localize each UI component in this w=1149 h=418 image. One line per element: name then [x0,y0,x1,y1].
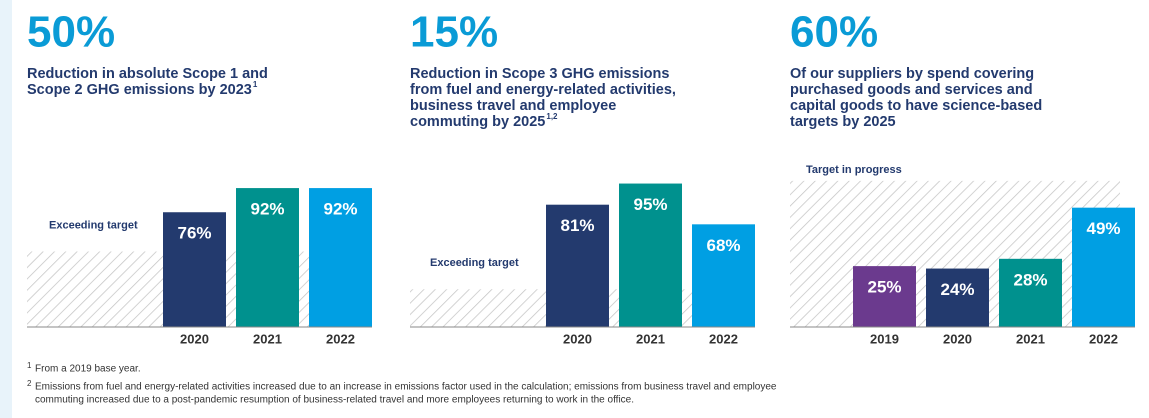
category-label: 2022 [709,331,738,346]
value-label: 92% [323,200,357,219]
target-label: Exceeding target [430,257,519,269]
description: capital goods to have science-based [790,98,1042,114]
bar [926,268,989,327]
bar [853,266,916,327]
description: purchased goods and services and [790,82,1033,98]
superscript: 1 [253,80,258,89]
value-label: 49% [1086,219,1120,238]
category-label: 2021 [636,331,665,346]
category-label: 2022 [1089,331,1118,346]
value-label: 92% [250,200,284,219]
target-label: Target in progress [806,164,902,176]
footnote-mark: 2 [27,379,32,388]
bar [546,204,609,327]
category-label: 2021 [253,331,282,346]
footnote-mark: 1 [27,361,32,370]
bar [692,224,755,327]
description: targets by 2025 [790,114,896,130]
description: business travel and employee [410,98,616,114]
target-label: Exceeding target [49,219,138,231]
value-label: 28% [1013,270,1047,289]
description: from fuel and energy-related activities, [410,82,676,98]
value-label: 76% [177,224,211,243]
bar [999,258,1062,327]
superscript: 1,2 [546,112,558,121]
value-label: 24% [940,280,974,299]
footnote: From a 2019 base year. [35,364,141,375]
category-label: 2020 [943,331,972,346]
description: Reduction in Scope 3 GHG emissions [410,66,669,82]
headline: 50% [27,8,115,57]
category-label: 2019 [870,331,899,346]
category-label: 2020 [180,331,209,346]
bar [1072,207,1135,327]
bar [236,188,299,327]
category-label: 2021 [1016,331,1045,346]
footnote: commuting increased due to a post-pandem… [35,395,634,406]
description: Scope 2 GHG emissions by 2023 [27,82,252,98]
headline: 15% [410,8,498,57]
category-label: 2020 [563,331,592,346]
side-strip [0,0,12,418]
description: Of our suppliers by spend covering [790,66,1034,82]
bar [619,183,682,327]
value-label: 81% [560,216,594,235]
value-label: 95% [633,195,667,214]
bar [309,188,372,327]
description: Reduction in absolute Scope 1 and [27,66,268,82]
description: commuting by 2025 [410,114,545,130]
bar [163,212,226,327]
headline: 60% [790,8,878,57]
value-label: 25% [867,278,901,297]
value-label: 68% [706,236,740,255]
footnote: Emissions from fuel and energy-related a… [35,382,777,393]
category-label: 2022 [326,331,355,346]
